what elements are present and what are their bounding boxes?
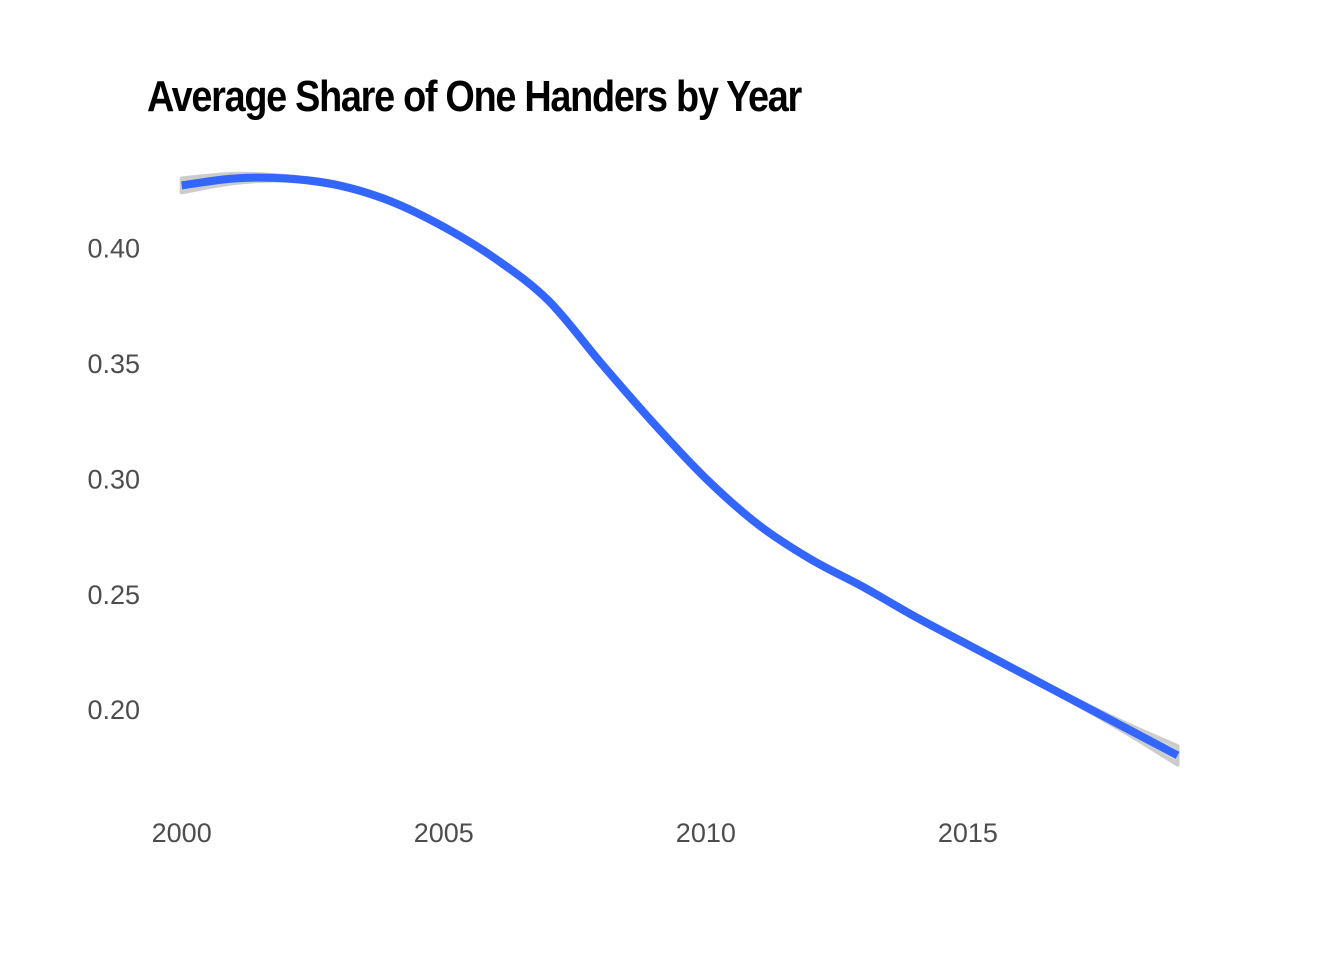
x-tick-label: 2010 [676,818,736,848]
chart-title: Average Share of One Handers by Year [147,72,802,121]
x-tick-label: 2000 [152,818,212,848]
y-tick-label: 0.30 [87,464,140,494]
x-tick-label: 2015 [938,818,998,848]
x-axis: 2000 2005 2010 2015 [152,818,998,848]
y-tick-label: 0.20 [87,695,140,725]
series-line-layer [181,173,1180,759]
y-tick-label: 0.35 [87,349,140,379]
y-tick-label: 0.40 [87,234,140,264]
x-tick-label: 2005 [414,818,474,848]
y-axis: 0.20 0.25 0.30 0.35 0.40 [87,234,140,726]
y-tick-label: 0.25 [87,580,140,610]
series-line [181,173,1180,759]
